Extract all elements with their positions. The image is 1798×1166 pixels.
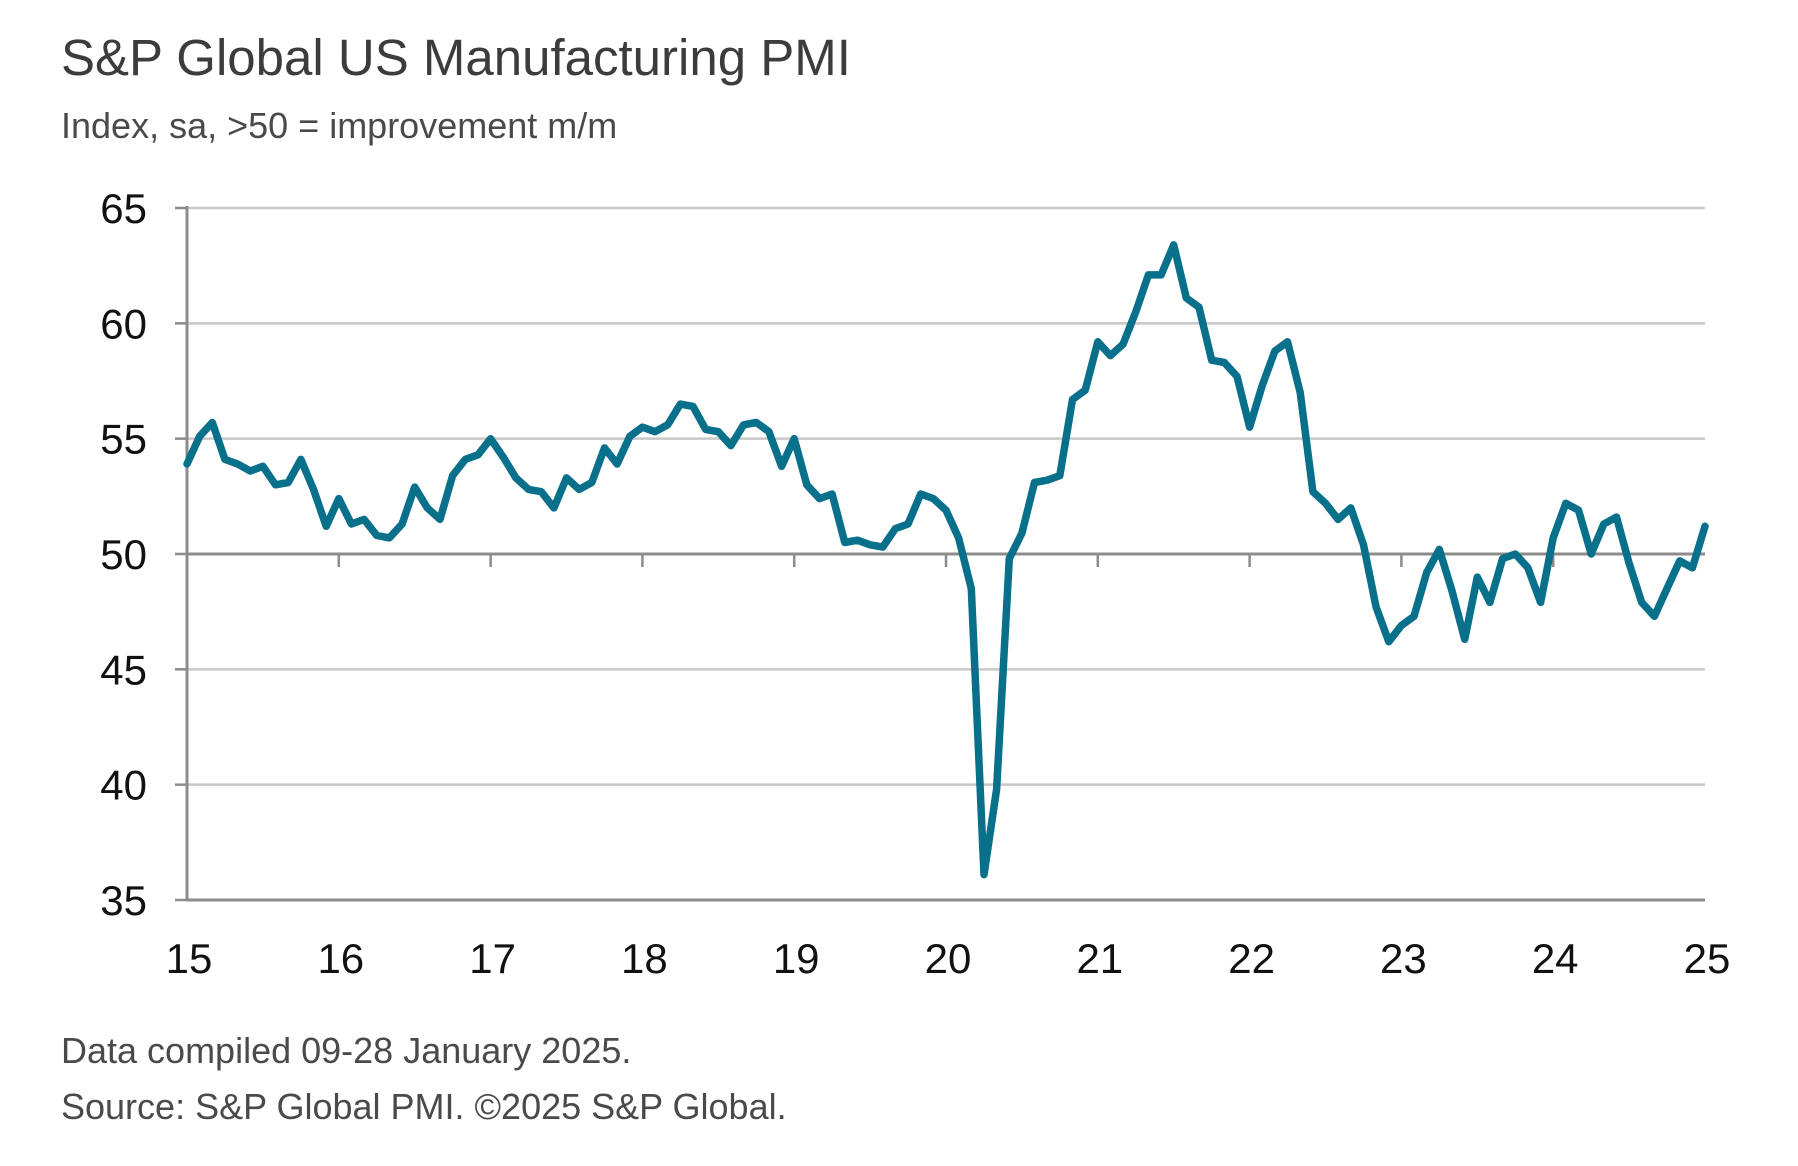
x-tick-label-25: 25 — [1684, 935, 1731, 982]
x-tick-label-23: 23 — [1380, 935, 1427, 982]
x-tick-label-21: 21 — [1076, 935, 1123, 982]
series-layer — [183, 241, 1709, 879]
x-tick-label-18: 18 — [621, 935, 668, 982]
y-tick-label: 50 — [100, 531, 147, 578]
footer-data-note: Data compiled 09-28 January 2025. — [61, 1030, 632, 1071]
x-tick-label-17: 17 — [469, 935, 516, 982]
x-tick-label-16: 16 — [317, 935, 364, 982]
x-tick-label-15: 15 — [166, 935, 213, 982]
y-tick-label: 35 — [100, 877, 147, 924]
y-tick-label: 45 — [100, 646, 147, 693]
x-tick-label-19: 19 — [773, 935, 820, 982]
x-tick-label-22: 22 — [1228, 935, 1275, 982]
y-tick-label: 55 — [100, 416, 147, 463]
x-tick-label-24: 24 — [1532, 935, 1579, 982]
y-tick-label: 60 — [100, 300, 147, 347]
x-tick-label-20: 20 — [925, 935, 972, 982]
chart-subtitle: Index, sa, >50 = improvement m/m — [61, 105, 618, 146]
tick-labels: 35 40 45 50 55 60 65 15 16 17 18 19 20 21 22 23 24 25 — [100, 185, 1730, 982]
axes — [175, 206, 1705, 902]
footer-source: Source: S&P Global PMI. ©2025 S&P Global… — [61, 1086, 787, 1127]
series-line-0 — [183, 241, 1709, 879]
y-tick-label: 40 — [100, 762, 147, 809]
y-tick-label: 65 — [100, 185, 147, 232]
chart-title: S&P Global US Manufacturing PMI — [61, 29, 851, 86]
